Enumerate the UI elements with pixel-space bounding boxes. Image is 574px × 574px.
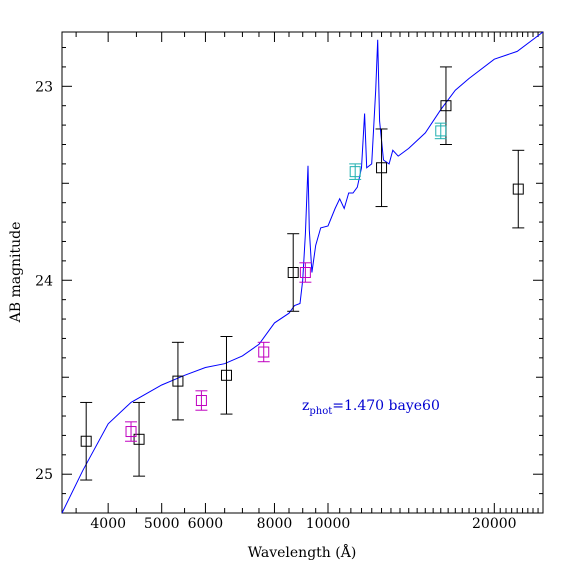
photo-z-annotation: zphot=1.470 baye60 bbox=[302, 398, 440, 417]
x-tick-label: 4000 bbox=[90, 516, 126, 532]
x-tick-labels: 4000 5000 6000 8000 10000 20000 bbox=[90, 516, 516, 532]
point-marker bbox=[258, 346, 270, 358]
x-tick-label: 8000 bbox=[257, 516, 293, 532]
x-tick-label: 5000 bbox=[144, 516, 180, 532]
data-point bbox=[299, 262, 312, 283]
point-marker bbox=[376, 162, 388, 174]
data-point bbox=[434, 122, 447, 140]
point-marker bbox=[349, 166, 361, 178]
point-marker bbox=[287, 267, 299, 278]
point-marker bbox=[133, 433, 145, 445]
data-point bbox=[257, 341, 270, 363]
y-tick-label: 23 bbox=[35, 79, 53, 95]
data-point bbox=[512, 149, 525, 229]
y-tick-labels: 23 24 25 bbox=[35, 79, 53, 483]
y-tick-label: 24 bbox=[35, 273, 53, 289]
sed-model-curve bbox=[61, 31, 544, 514]
axis-ticks bbox=[62, 32, 543, 514]
y-axis-label: AB magnitude bbox=[8, 222, 24, 324]
annotation-subscript: phot bbox=[309, 406, 332, 417]
data-point bbox=[125, 421, 138, 442]
annotation-text: =1.470 baye60 bbox=[332, 398, 440, 414]
data-point bbox=[133, 401, 146, 477]
x-axis-label: Wavelength (Å) bbox=[248, 543, 357, 561]
x-tick-label: 6000 bbox=[188, 516, 224, 532]
data-point bbox=[220, 336, 233, 415]
y-tick-label: 25 bbox=[35, 467, 53, 483]
data-point bbox=[195, 390, 208, 411]
annotation-prefix: z bbox=[302, 398, 309, 414]
x-tick-label: 20000 bbox=[472, 516, 517, 532]
point-marker bbox=[220, 369, 232, 381]
sed-curve-layer bbox=[61, 31, 544, 514]
point-marker bbox=[299, 267, 311, 278]
point-marker bbox=[440, 100, 452, 112]
data-point bbox=[287, 233, 300, 312]
data-points-layer bbox=[80, 66, 525, 481]
point-marker bbox=[512, 183, 524, 195]
data-point bbox=[375, 128, 388, 208]
point-marker bbox=[125, 426, 137, 438]
data-point bbox=[171, 341, 184, 421]
point-marker bbox=[172, 375, 184, 387]
data-point bbox=[80, 401, 93, 481]
x-tick-label: 10000 bbox=[306, 516, 351, 532]
data-point bbox=[349, 163, 362, 180]
point-marker bbox=[435, 125, 447, 137]
point-marker bbox=[80, 435, 92, 447]
point-marker bbox=[195, 395, 207, 407]
